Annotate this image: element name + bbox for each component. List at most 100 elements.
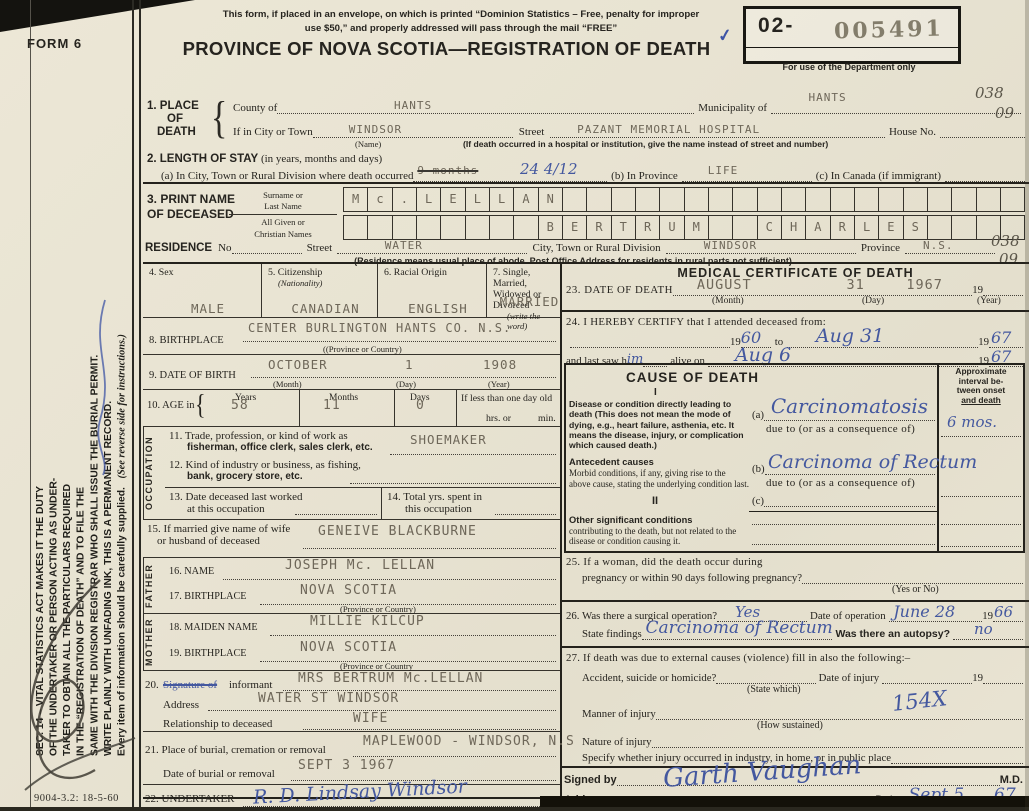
name-grid-cell: [709, 216, 734, 239]
father-birthplace-label: 17. BIRTHPLACE: [169, 591, 247, 602]
signature-of-struck: Signature of: [163, 679, 218, 691]
label-line: DEATH: [157, 126, 196, 139]
birth-year-value: 1908: [483, 357, 518, 372]
name-grid-cell: E: [879, 216, 904, 239]
stay-a-handwritten: 24 4/12: [520, 160, 578, 178]
dotted-rule: [260, 660, 556, 662]
operation-hand: Yes: [735, 603, 761, 621]
burial-place-label: 21. Place of burial, cremation or remova…: [145, 744, 326, 756]
day-note: (Day): [862, 296, 885, 306]
informant-number: 20.: [145, 679, 159, 691]
label-line: and death: [961, 394, 1001, 405]
accident-field: [716, 670, 816, 684]
days-label: Days: [410, 393, 430, 403]
place-of-death-label: 1. PLACE OF DEATH: [147, 100, 213, 140]
marital-value: MARRIED: [499, 294, 560, 309]
birth-day-value: 1: [405, 357, 414, 372]
serial-prefix: 02-: [758, 14, 795, 37]
antecedent-descriptor: Antecedent causes Morbid conditions, if …: [569, 457, 749, 489]
year-prefix: 19: [730, 336, 741, 348]
certify-label: 24. I HEREBY CERTIFY that I attended dec…: [566, 316, 827, 328]
date-of-birth-label: 9. DATE OF BIRTH: [149, 370, 236, 381]
form-number-label: FORM 6: [27, 36, 83, 51]
mother-side-label: MOTHER: [143, 614, 163, 670]
dotted-rule: [208, 709, 556, 711]
left-column: 4. Sex MALE 5. Citizenship (Nationality)…: [143, 264, 574, 811]
burial-date-label: Date of burial or removal: [163, 768, 275, 780]
print-name-label: 3. PRINT NAME OF DECEASED: [147, 192, 235, 222]
age-days-cell: Days 0: [394, 390, 457, 426]
due-to-label-2: due to (or as a consequence of): [766, 477, 916, 489]
name-grid-cell: T: [612, 216, 636, 239]
cause-b-hand: Carcinoma of Rectum: [768, 451, 978, 473]
alive-year-field: 67: [989, 347, 1023, 367]
father-items: 16. NAME JOSEPH Mc. LELLAN 17. BIRTHPLAC…: [165, 558, 560, 614]
less-than-day-label: If less than one day old: [461, 393, 553, 404]
birthplace-value: CENTER BURLINGTON HANTS CO. N.S.: [248, 321, 512, 335]
name-grid-cell: [612, 188, 636, 211]
print-code: 9004-3.2: 18-5-60: [34, 793, 119, 804]
residence-province-value: N.S.: [923, 239, 954, 252]
dotted-rule: [390, 453, 556, 455]
dotted-rule: [243, 340, 556, 342]
medical-certificate-title: MEDICAL CERTIFICATE OF DEATH: [677, 266, 914, 280]
name-grid-cell: S: [904, 216, 928, 239]
print-name-section: 3. PRINT NAME OF DECEASED Surname or Las…: [143, 182, 1029, 268]
mother-birthplace-label: 19. BIRTHPLACE: [169, 648, 247, 659]
other-title: Other significant conditions: [569, 515, 693, 525]
citizenship-label: 5. Citizenship: [268, 267, 323, 278]
cause-b-field: Carcinoma of Rectum: [764, 451, 977, 475]
city-value: WINDSOR: [348, 123, 403, 136]
dotted: [643, 353, 668, 367]
stay-c-field: [945, 168, 1025, 182]
scan-edge-right: [1025, 0, 1029, 811]
dotted-rule: [243, 805, 556, 807]
name-grid-cell: [855, 188, 880, 211]
name-grid-cell: [806, 188, 831, 211]
roman-numeral-two: II: [652, 495, 659, 507]
relationship-label: Relationship to deceased: [163, 718, 273, 730]
name-grid-cell: [782, 188, 807, 211]
label-line: interval be-: [958, 375, 1004, 386]
nature-field: [651, 734, 1023, 748]
occupation-rows: OCCUPATION 11. Trade, profession, or kin…: [143, 427, 560, 520]
rule: [381, 487, 382, 519]
racial-origin-value: ENGLISH: [408, 301, 468, 316]
handwritten-flourish: [24, 579, 136, 791]
month-note: (Month): [712, 296, 744, 306]
city-label: If in City or Town: [233, 126, 313, 138]
name-grid-cell: [928, 216, 953, 239]
residence-province-label: Province: [860, 242, 900, 254]
roman-numeral-one: I: [654, 387, 657, 398]
dotted-rule: [941, 495, 1021, 497]
operation-label: 26. Was there a surgical operation?: [566, 610, 718, 622]
last-worked-label-1: 13. Date deceased last worked: [169, 491, 303, 503]
margin-code: 038: [991, 232, 1020, 250]
findings-label: State findings: [582, 628, 642, 640]
year-prefix: 19: [972, 284, 983, 296]
injury-date-field: [882, 670, 973, 684]
name-grid-cell: [344, 216, 369, 239]
county-field: HANTS: [277, 99, 695, 114]
month-note: (Month): [273, 379, 302, 389]
operation-year-field: 66: [993, 603, 1023, 622]
residence-street-label: Street: [306, 242, 333, 254]
nature-line: Nature of injury: [582, 734, 1023, 748]
hrs-label: hrs. or: [486, 413, 512, 424]
dotted-rule: [350, 482, 556, 484]
trade-label-2: fisherman, office clerk, sales clerk, et…: [187, 442, 373, 453]
name-grid-cell: [490, 216, 515, 239]
name-grid-cell: M: [344, 188, 369, 211]
serial-box-rule: [746, 47, 958, 48]
industry-label-1: 12. Kind of industry or business, as fis…: [169, 459, 361, 471]
label-line: Surname or: [263, 190, 303, 200]
trade-label-1: 11. Trade, profession, or kind of work a…: [169, 430, 348, 442]
pregnancy-label-2: pregnancy or within 90 days following pr…: [582, 572, 803, 584]
attended-to-field: Aug 31: [787, 325, 979, 348]
margin-code: 038: [975, 84, 1004, 102]
operation-date-hand: June 28: [893, 602, 956, 621]
name-grid-cell: B: [539, 216, 563, 239]
dotted-rule: [251, 376, 556, 378]
house-no-label: House No.: [888, 126, 936, 138]
specify-label: Specify whether injury occurred in indus…: [582, 752, 892, 764]
